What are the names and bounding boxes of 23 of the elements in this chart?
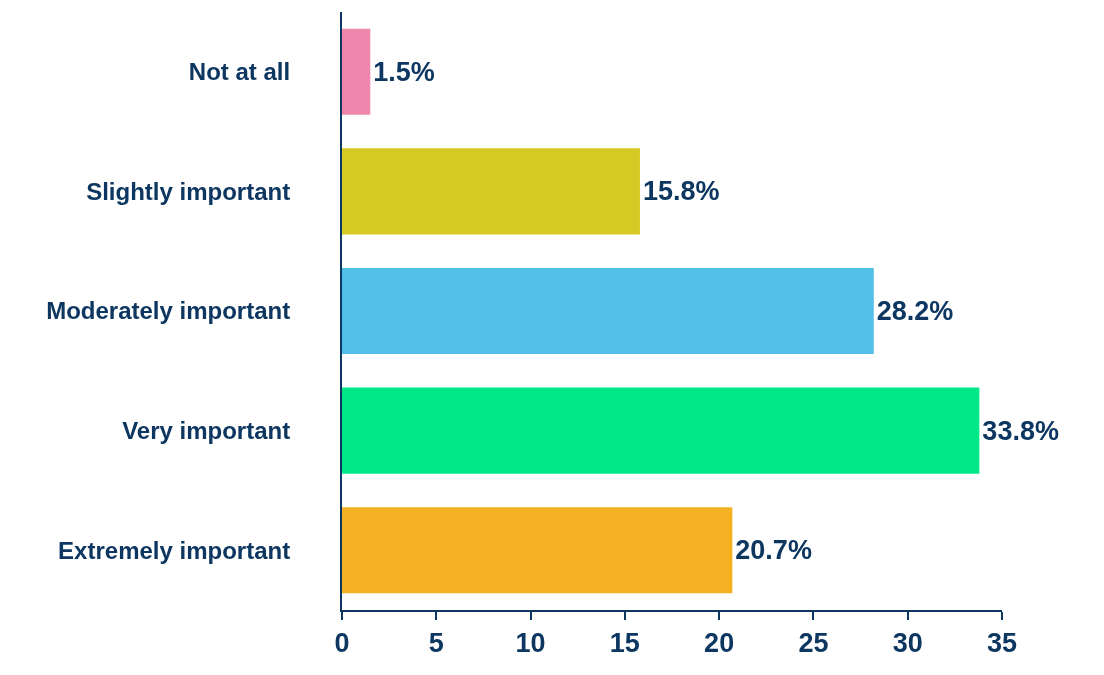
data-label: 33.8% xyxy=(982,415,1059,446)
x-tick-label: 35 xyxy=(986,628,1018,659)
x-tick-label: 10 xyxy=(515,628,546,659)
x-tick-label: 25 xyxy=(798,628,829,659)
x-tick-label: 15 xyxy=(609,628,640,659)
x-tick-label: 0 xyxy=(334,628,350,659)
bar xyxy=(342,148,640,235)
bar xyxy=(342,387,980,474)
y-tick-label: Very important xyxy=(122,417,291,444)
data-label: 20.7% xyxy=(735,535,812,566)
y-tick-label: Not at all xyxy=(188,58,291,86)
x-tick-label: 5 xyxy=(428,628,444,659)
x-tick-label: 20 xyxy=(704,628,735,659)
bar xyxy=(342,267,874,355)
y-tick-label: Moderately important xyxy=(46,297,291,325)
y-tick-label: Extremely important xyxy=(58,536,291,564)
data-label: 15.8% xyxy=(642,176,720,207)
y-tick-label: Slightly important xyxy=(86,177,291,205)
bar xyxy=(342,507,733,594)
data-label: 1.5% xyxy=(373,56,435,87)
bar xyxy=(342,28,371,115)
data-label: 28.2% xyxy=(876,296,954,326)
x-tick-label: 30 xyxy=(892,628,923,659)
